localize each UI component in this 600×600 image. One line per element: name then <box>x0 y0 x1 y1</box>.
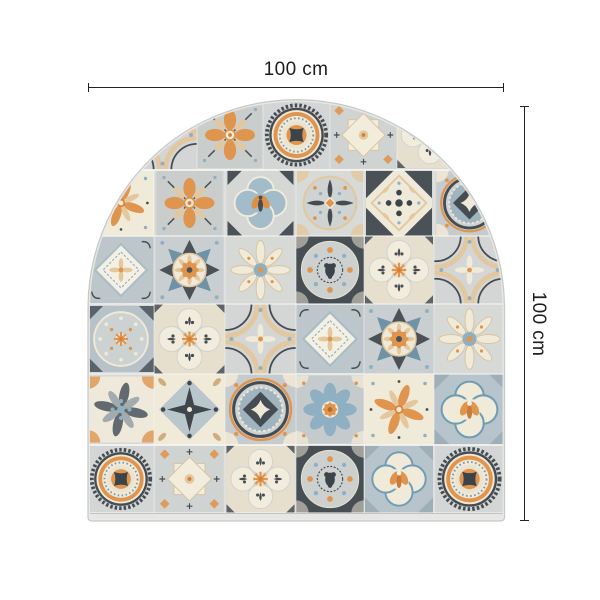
tile-cream_star <box>154 445 225 513</box>
height-dimension-line <box>524 106 525 521</box>
width-dimension-line <box>88 87 504 88</box>
tile-quatrefoil_cream <box>365 445 433 513</box>
tile-medallion <box>88 445 154 513</box>
tile-orange_swirl <box>88 170 154 236</box>
tile-orange_cross <box>155 170 224 236</box>
tile-quatrefoil_blue <box>228 170 294 236</box>
tile-dark_circle <box>296 445 364 513</box>
width-dimension-label: 100 cm <box>263 59 329 80</box>
mat-outline <box>87 99 506 522</box>
tile-circle_diamond <box>437 170 503 236</box>
tile-four_circles <box>155 304 225 374</box>
width-dimension-tick-left <box>88 83 89 92</box>
tile-pinwheel <box>88 377 154 443</box>
tile-mandala <box>364 304 434 374</box>
tile-petal_cross_circle <box>297 170 363 236</box>
tile-snowflake <box>434 304 505 374</box>
tile-diamond_dark <box>365 170 433 236</box>
height-dimension-label: 100 cm <box>528 291 549 357</box>
width-dimension-tick-right <box>503 83 504 92</box>
tile-four_circles <box>397 102 463 168</box>
tile-dot_circle <box>88 306 154 372</box>
tile-medallion <box>263 100 330 170</box>
tile-diamond_white <box>296 304 364 374</box>
tile-mandala <box>154 236 225 304</box>
tile-blue_daisy <box>296 376 364 444</box>
height-dimension-tick-bottom <box>520 520 529 521</box>
mat-tile-field <box>88 99 505 521</box>
tile-medallion <box>436 445 504 513</box>
tile-four_circles <box>365 236 433 304</box>
tile-dark_circle <box>296 236 364 304</box>
tile-snowflake <box>225 236 296 304</box>
tile-compass_dark <box>154 374 225 445</box>
height-dimension-tick-top <box>520 106 529 107</box>
tile-orange_swirl <box>364 374 434 445</box>
tile-four_circles <box>227 445 295 513</box>
mat-bottom-edge <box>88 513 505 521</box>
tile-circle_diamond <box>225 374 296 445</box>
tile-quatrefoil_cream <box>434 374 505 445</box>
